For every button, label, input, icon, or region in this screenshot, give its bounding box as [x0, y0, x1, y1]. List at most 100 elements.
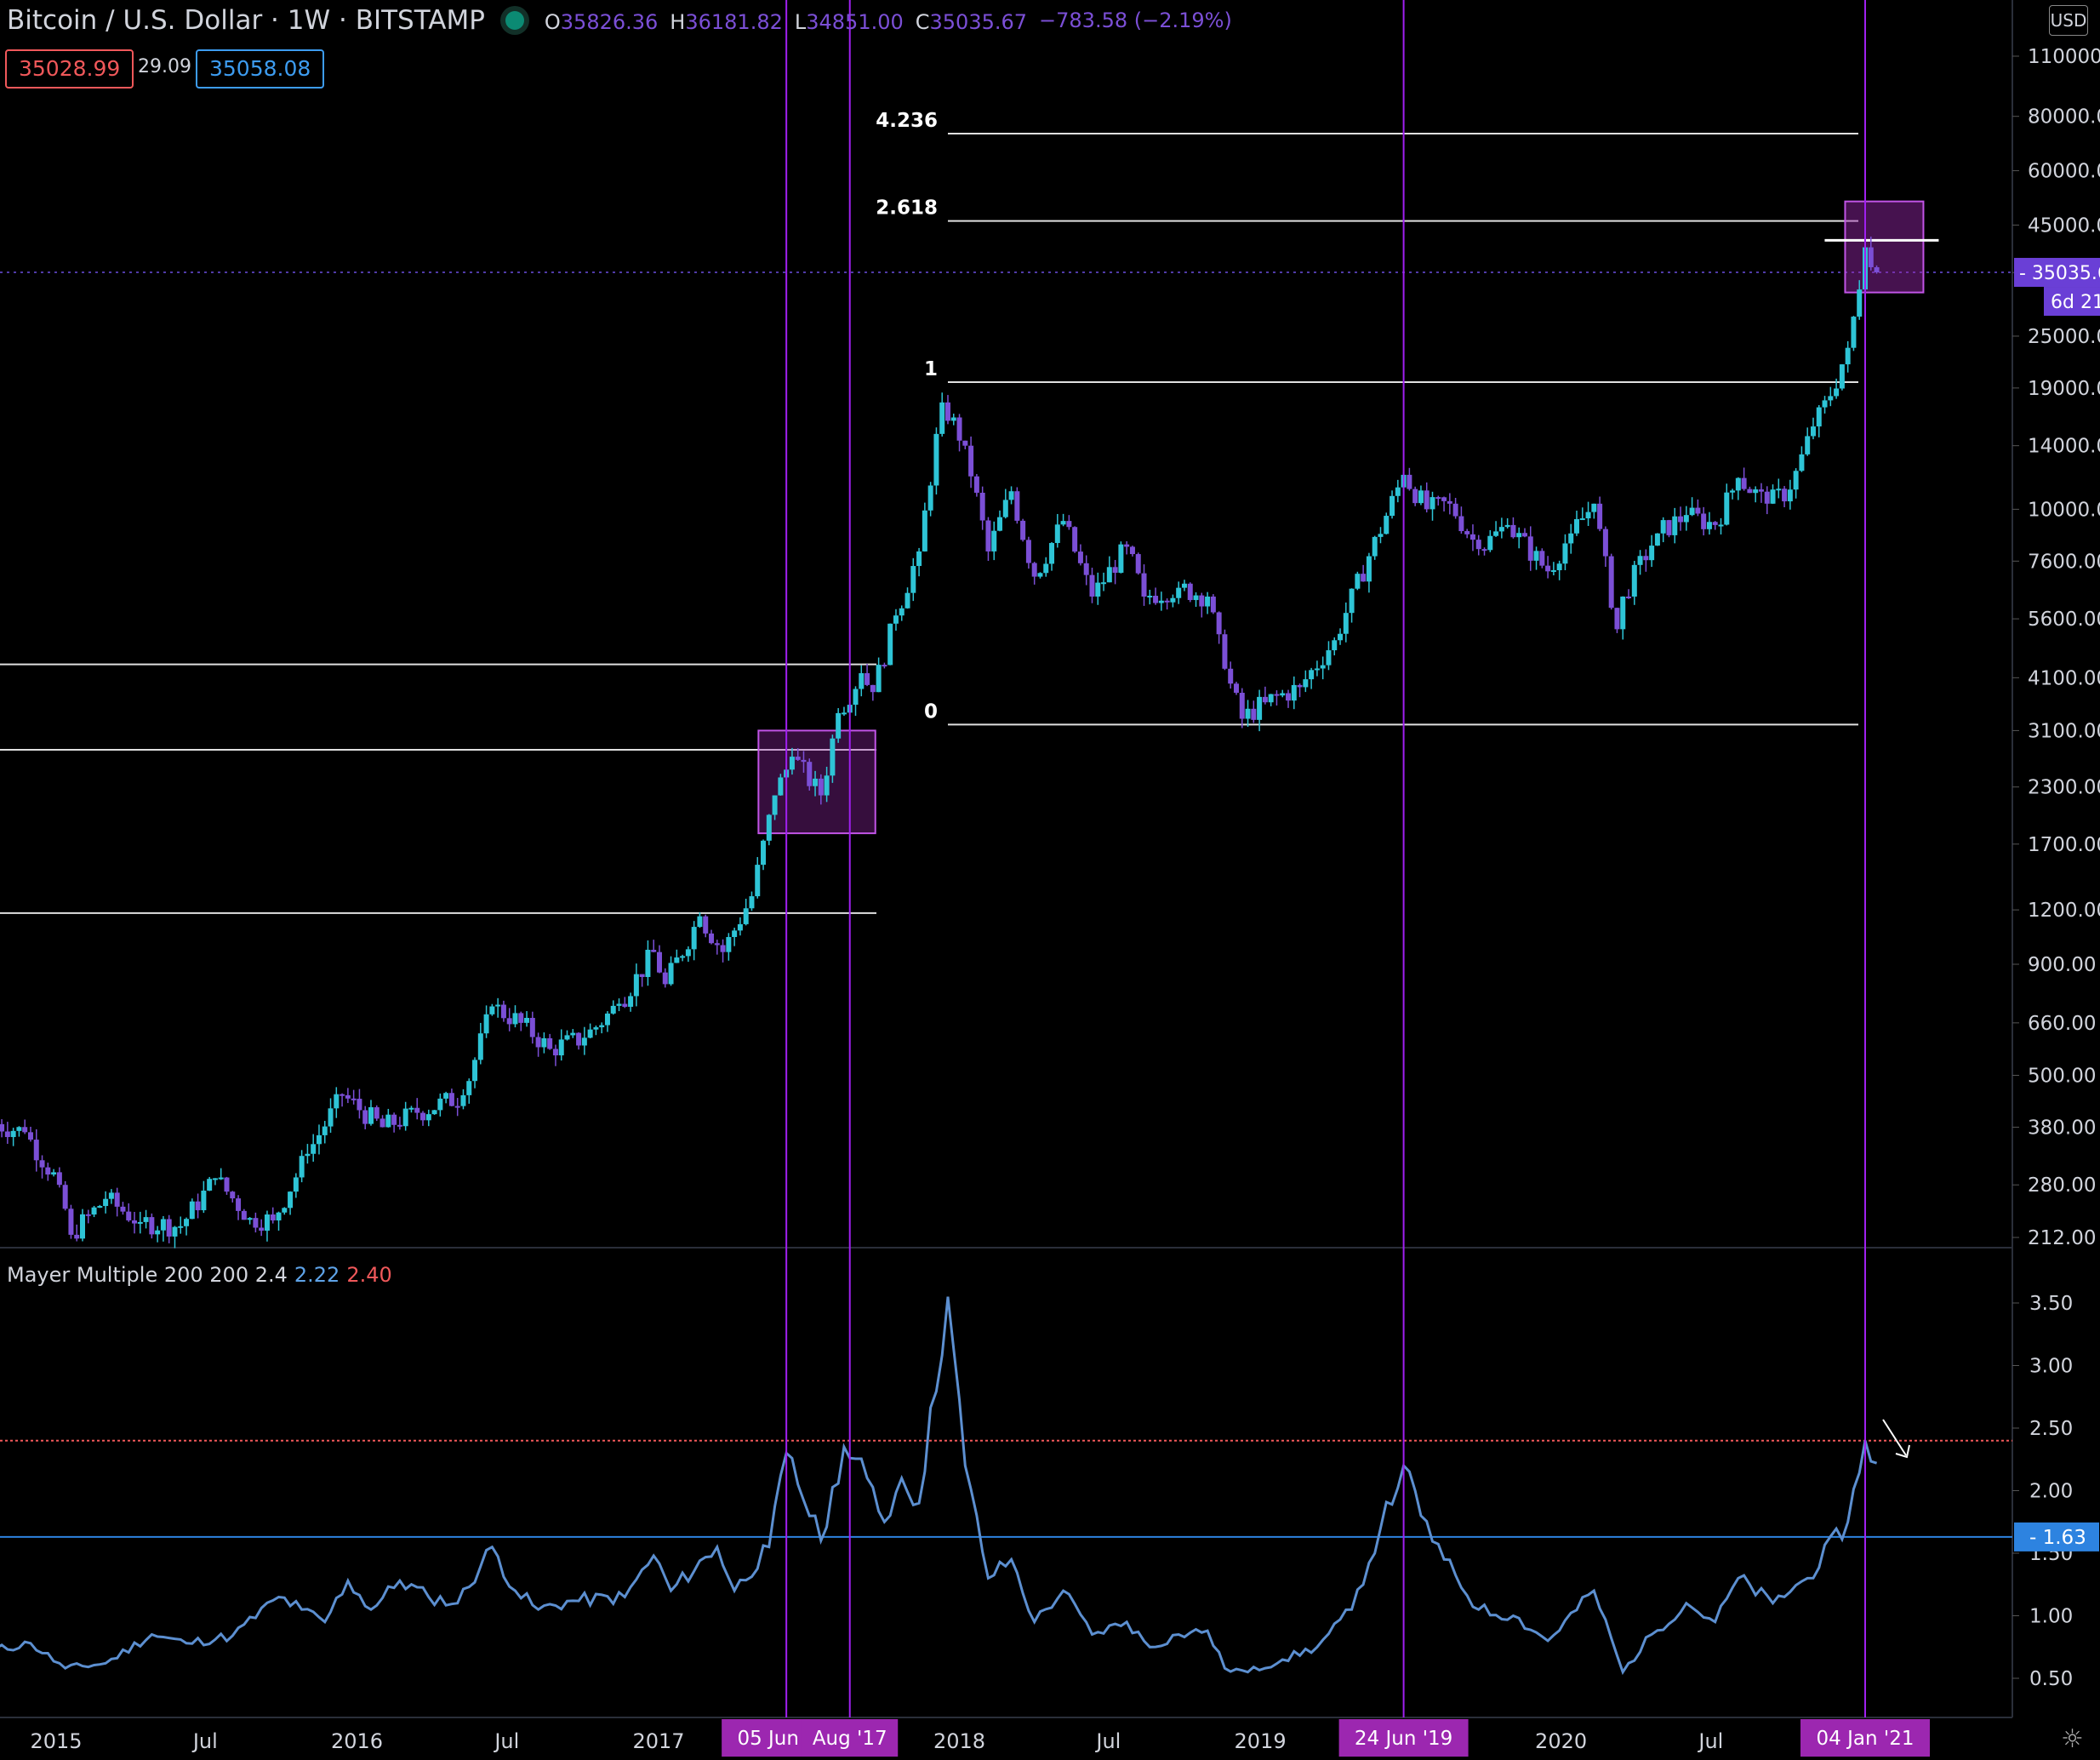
candle-body: [1008, 491, 1014, 500]
candle-body: [1654, 533, 1660, 546]
price-axis-label: 4100.00: [2028, 667, 2100, 689]
indicator-legend[interactable]: Mayer Multiple 200 200 2.4 2.22 2.40: [7, 1263, 392, 1287]
candle-body: [1233, 683, 1239, 694]
candle-body: [1153, 596, 1159, 603]
mm-axis-label: 3.00: [2029, 1356, 2073, 1378]
candle-body: [697, 916, 703, 928]
candle-body: [1245, 708, 1251, 719]
candle-body: [1014, 491, 1020, 521]
candle-body: [904, 592, 910, 609]
candle-body: [1447, 500, 1452, 504]
candle-body: [368, 1107, 374, 1124]
time-axis-label: 2016: [331, 1729, 383, 1753]
symbol-title[interactable]: Bitcoin / U.S. Dollar · 1W · BITSTAMP: [7, 5, 485, 36]
candle-body: [1701, 513, 1707, 529]
candle-body: [402, 1108, 408, 1127]
candle-body: [143, 1217, 149, 1222]
buy-button[interactable]: 35058.08: [196, 49, 325, 89]
candle-body: [518, 1013, 524, 1023]
candle-body: [956, 417, 962, 441]
candle-body: [1372, 536, 1378, 557]
candle-body: [114, 1192, 120, 1207]
candle-body: [1262, 696, 1268, 703]
candle-body: [1135, 554, 1141, 574]
price-axis-label: 10000.00: [2028, 499, 2100, 521]
candle-body: [1498, 527, 1504, 532]
candle-body: [645, 949, 651, 977]
candle-body: [1527, 536, 1533, 561]
candle-body: [1089, 574, 1095, 597]
candle-body: [1533, 551, 1539, 561]
candle-body: [1355, 574, 1361, 589]
candle-body: [1193, 595, 1199, 601]
price-axis-label: 60000.00: [2028, 161, 2100, 183]
candle-body: [322, 1126, 328, 1135]
time-axis-label: 2018: [933, 1729, 985, 1753]
candle-body: [1504, 524, 1510, 528]
currency-button[interactable]: USD: [2049, 5, 2088, 36]
candle-body: [1585, 511, 1591, 519]
candle-body: [62, 1185, 68, 1209]
candle-body: [1210, 596, 1216, 613]
mm-axis-label: 0.50: [2029, 1668, 2073, 1690]
candle-body: [1487, 535, 1493, 551]
candle-body: [1591, 503, 1597, 512]
down-arrow-icon: [1882, 1419, 1907, 1456]
candle-body: [610, 1005, 616, 1014]
candle-body: [1643, 556, 1649, 561]
candle-body: [1660, 520, 1666, 534]
candle-body: [1712, 522, 1718, 525]
candle-body: [1851, 317, 1857, 348]
candle-body: [1205, 596, 1211, 607]
candle-body: [1724, 492, 1730, 525]
candle-body: [1268, 694, 1274, 703]
candle-body: [547, 1037, 553, 1049]
candle-body: [460, 1094, 466, 1106]
change-value: −783.58 (−2.19%): [1039, 9, 1232, 32]
candle-body: [865, 672, 870, 685]
candle-body: [0, 1123, 5, 1132]
candle-body: [166, 1219, 172, 1237]
candle-body: [1845, 347, 1851, 365]
candle-body: [1753, 489, 1759, 494]
candle-body: [1452, 503, 1458, 517]
candle-body: [201, 1190, 207, 1211]
candle-body: [374, 1107, 379, 1119]
close-label: C: [915, 10, 930, 34]
candle-body: [1758, 489, 1764, 492]
time-axis-label: Jul: [191, 1729, 218, 1753]
candle-body: [91, 1207, 97, 1215]
candle-body: [656, 951, 662, 973]
candle-body: [253, 1218, 259, 1228]
candle-body: [836, 712, 842, 739]
candle-body: [1390, 495, 1395, 517]
candle-body: [593, 1027, 599, 1030]
candle-body: [732, 930, 738, 938]
candle-body: [761, 840, 767, 866]
price-axis-label: 7600.00: [2028, 551, 2100, 573]
candle-body: [628, 996, 634, 1007]
gear-icon[interactable]: ☼: [2061, 1724, 2084, 1754]
candle-body: [824, 775, 830, 796]
candle-body: [477, 1033, 483, 1060]
candle-body: [1816, 407, 1822, 427]
price-axis-label: 14000.00: [2028, 436, 2100, 458]
sell-button[interactable]: 35028.99: [5, 49, 134, 89]
candle-body: [1770, 489, 1776, 504]
candle-body: [1429, 497, 1435, 510]
candle-body: [529, 1018, 535, 1037]
candle-body: [1706, 522, 1712, 529]
price-axis-label: 19000.00: [2028, 378, 2100, 400]
candle-body: [1037, 573, 1043, 577]
candle-body: [1297, 684, 1303, 688]
price-axis-label: 45000.00: [2028, 214, 2100, 237]
candle-body: [397, 1124, 402, 1127]
candle-body: [1141, 573, 1147, 597]
time-axis-label: Jul: [1697, 1729, 1723, 1753]
last-price-tag: [2014, 258, 2100, 288]
candle-body: [853, 689, 859, 706]
candle-body: [1475, 540, 1481, 550]
candle-body: [979, 492, 985, 521]
countdown-tag: [2044, 287, 2100, 317]
